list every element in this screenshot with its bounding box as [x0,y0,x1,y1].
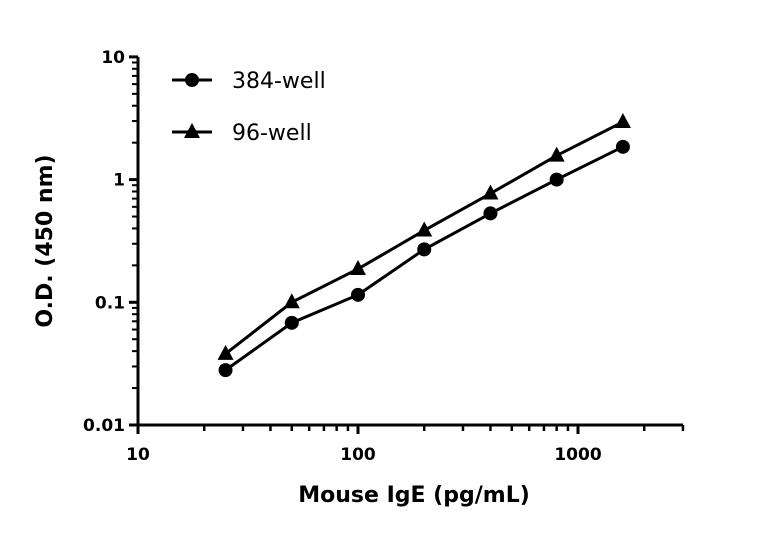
data-point-384-well [351,287,365,302]
data-point-384-well [218,363,233,378]
legend-marker-circle [185,73,199,87]
data-point-384-well [549,172,564,187]
x-tick-label: 10 [126,445,150,465]
y-tick-label: 1 [113,171,125,191]
data-point-96-well [482,184,499,200]
data-point-384-well [615,139,630,154]
x-tick-label: 100 [340,445,376,465]
axes: 10 100 1000 0.01 0.1 1 10 [83,48,685,465]
y-tick-label: 0.1 [95,293,125,313]
data-point-384-well [284,315,299,330]
x-axis-label: Mouse IgE (pg/mL) [298,483,530,508]
legend: 384-well 96-well [172,69,326,146]
data-point-96-well [416,221,433,237]
series-line-96-well [224,120,624,356]
y-tick-label: 10 [101,48,125,68]
plot-area [217,112,631,378]
legend-label: 96-well [232,121,312,146]
y-axis-label: O.D. (450 nm) [33,154,58,327]
data-point-96-well [548,146,565,162]
data-point-96-well [350,259,366,275]
x-tick-label: 1000 [554,445,601,465]
y-tick-label: 0.01 [83,416,125,436]
data-point-96-well [283,293,300,309]
data-point-96-well [614,112,631,128]
data-point-384-well [483,206,498,221]
data-point-96-well [217,344,234,360]
legend-label: 384-well [232,69,326,94]
legend-marker-triangle [184,123,200,138]
data-point-384-well [417,242,432,257]
